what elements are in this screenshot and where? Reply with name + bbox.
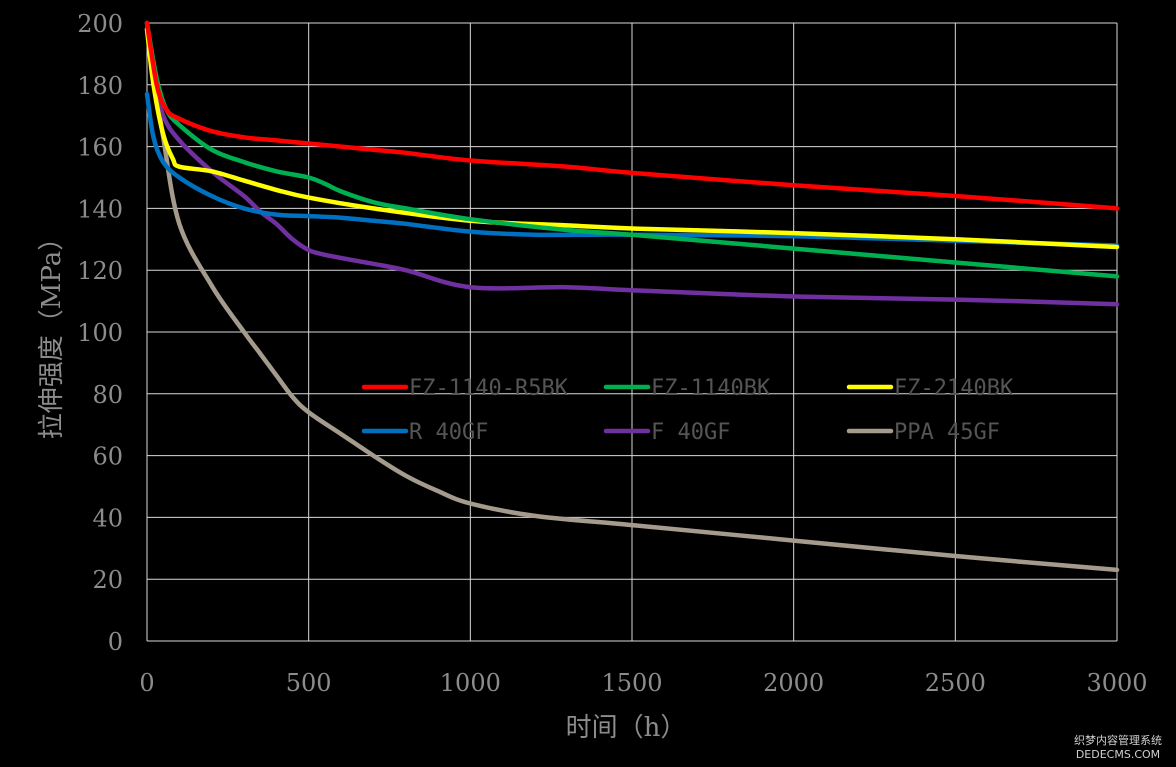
x-tick-label: 1000 xyxy=(440,669,501,697)
legend: FZ-1140-R5BK FZ-1140BK FZ-2140BK R 40GF F 40… xyxy=(361,376,1014,445)
chart-grid xyxy=(146,22,1118,642)
y-tick-label: 60 xyxy=(92,443,123,471)
x-tick-label: 2000 xyxy=(763,669,824,697)
watermark-line1: 织梦内容管理系统 xyxy=(1074,733,1162,747)
y-tick-label: 180 xyxy=(77,72,123,100)
series-line-f-40gf xyxy=(144,20,1120,307)
y-axis-title: 拉伸强度（MPa） xyxy=(37,225,67,439)
x-tick-label: 3000 xyxy=(1086,669,1147,697)
x-tick-label: 500 xyxy=(286,669,332,697)
y-tick-label: 140 xyxy=(77,195,123,223)
x-tick-label: 1500 xyxy=(601,669,662,697)
series-line-fz-1140-r5bk xyxy=(144,20,1120,211)
series-line-fz-1140bk xyxy=(144,20,1120,279)
y-tick-label: 160 xyxy=(77,134,123,162)
y-axis-ticks: 0 20 40 60 80 100 120 140 160 180 200 xyxy=(77,10,123,656)
x-tick-label: 2500 xyxy=(925,669,986,697)
y-tick-label: 200 xyxy=(77,10,123,38)
legend-label-f-40gf: F 40GF xyxy=(651,420,730,445)
watermark-line2: DEDECMS.COM xyxy=(1076,748,1160,761)
y-tick-label: 20 xyxy=(92,566,123,594)
series-line-fz-2140bk xyxy=(144,26,1120,250)
y-tick-label: 80 xyxy=(92,381,123,409)
series-line-ppa-45gf xyxy=(144,26,1120,573)
x-tick-label: 0 xyxy=(139,669,154,697)
x-axis-ticks: 0 500 1000 1500 2000 2500 3000 xyxy=(139,669,1147,697)
legend-label-r-40gf: R 40GF xyxy=(409,420,488,445)
legend-label-fz-2140bk: FZ-2140BK xyxy=(894,376,1014,401)
x-axis-title: 时间（h） xyxy=(566,713,687,743)
y-tick-label: 0 xyxy=(108,628,123,656)
y-tick-label: 100 xyxy=(77,319,123,347)
legend-label-ppa-45gf: PPA 45GF xyxy=(894,420,1000,445)
series-line-r-40gf xyxy=(144,91,1120,248)
y-tick-label: 40 xyxy=(92,504,123,532)
y-tick-label: 120 xyxy=(77,257,123,285)
legend-label-fz-1140-r5bk: FZ-1140-R5BK xyxy=(409,376,569,401)
legend-label-fz-1140bk: FZ-1140BK xyxy=(651,376,771,401)
series-lines xyxy=(144,20,1120,573)
